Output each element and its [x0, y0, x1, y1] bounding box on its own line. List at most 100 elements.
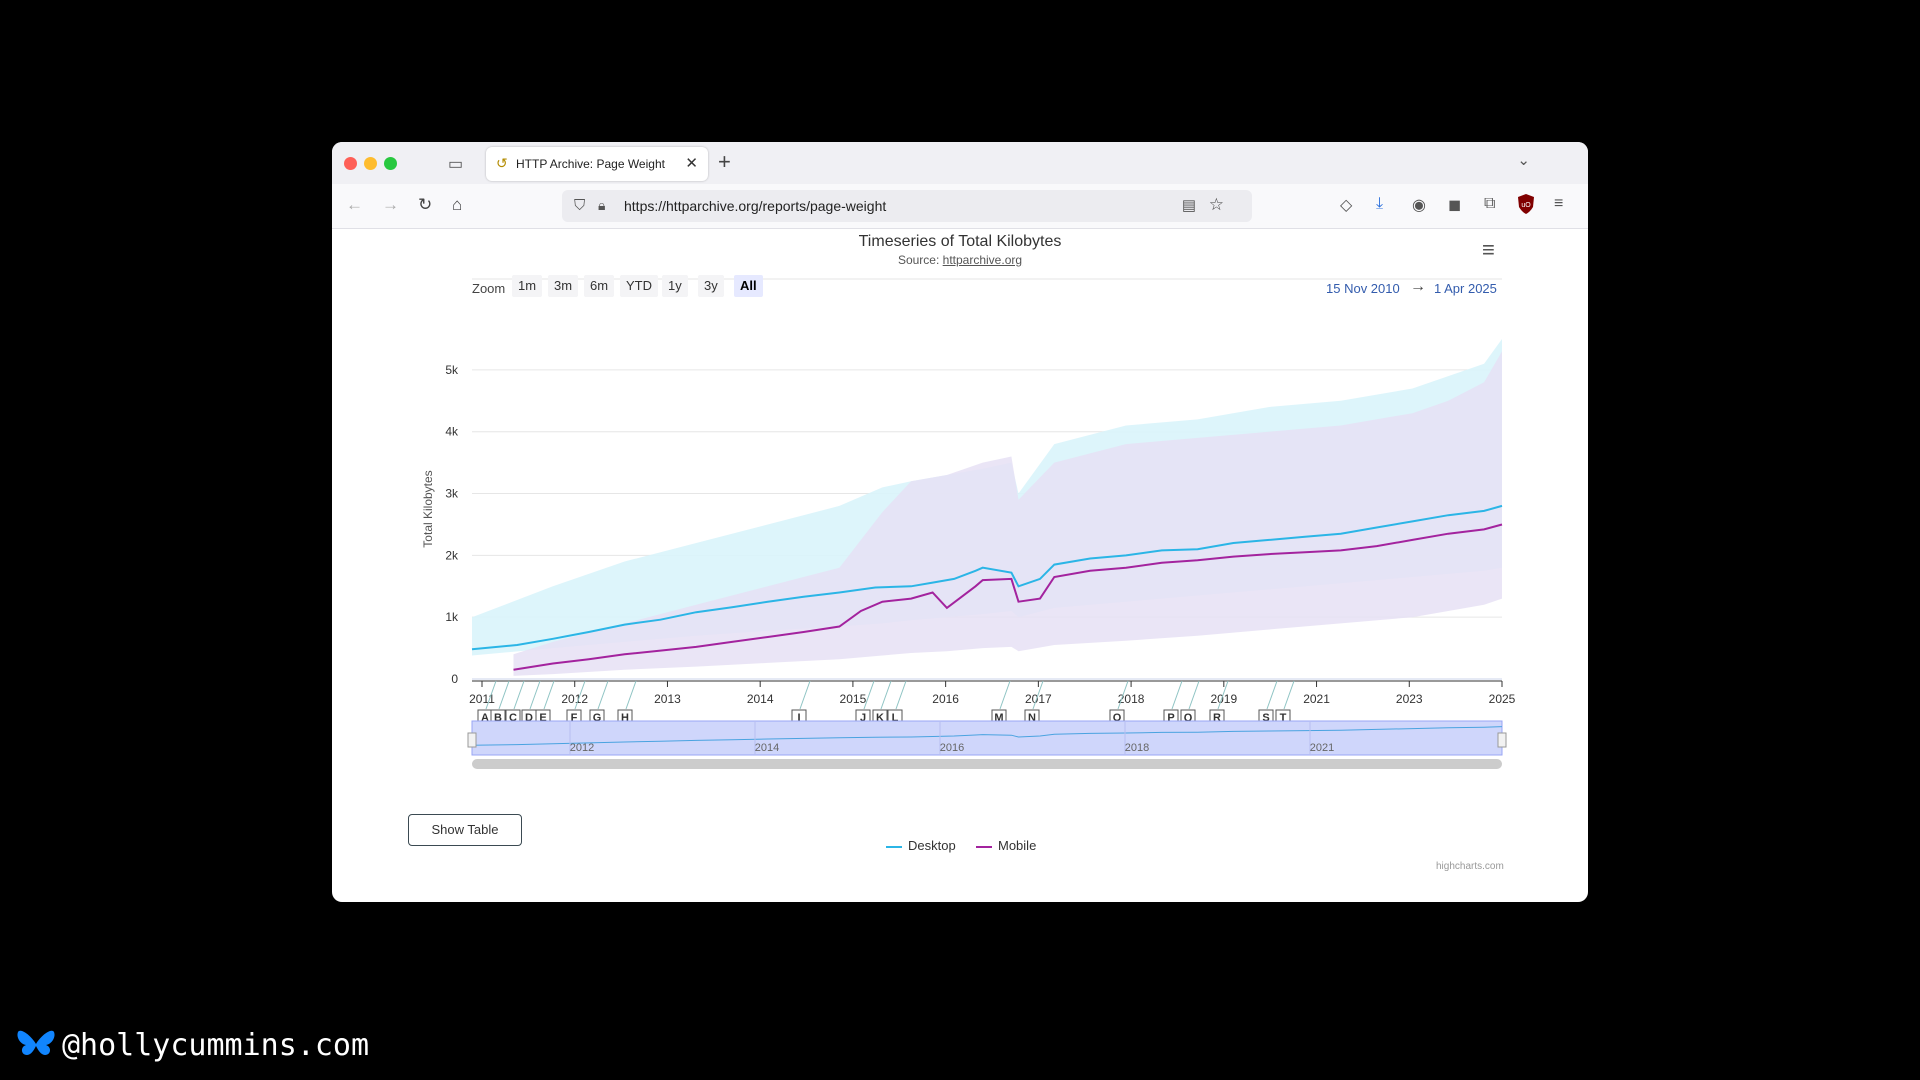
zoom-1m-button[interactable]: 1m	[512, 275, 543, 297]
annotation-stem	[895, 680, 907, 710]
series-line-mobile	[513, 523, 1503, 671]
tab-bar: ▭ ↺ HTTP Archive: Page Weight ✕ + ⌄	[332, 142, 1588, 184]
y-axis-title: Total Kilobytes	[421, 470, 435, 547]
legend-line-mobile	[976, 845, 992, 848]
chart-menu-icon[interactable]: ≡	[1482, 237, 1495, 262]
annotation-stem	[574, 680, 586, 710]
new-tab-button[interactable]: +	[718, 149, 731, 174]
close-window-button[interactable]	[344, 157, 357, 170]
ublock-icon[interactable]: uO	[1516, 193, 1536, 220]
legend-item-mobile[interactable]: Mobile	[976, 838, 1036, 853]
x-tick-label: 2016	[932, 692, 959, 706]
series-line-desktop	[471, 504, 1503, 651]
extension-square-icon[interactable]: ◼	[1448, 197, 1462, 214]
annotation-label: Q	[1184, 712, 1193, 724]
x-tick-label: 2014	[747, 692, 774, 706]
credits-link[interactable]: highcharts.com	[1436, 861, 1504, 872]
annotation-label: A	[481, 712, 489, 724]
x-tick-label: 2021	[1303, 692, 1330, 706]
navigator-tick-label: 2018	[1125, 742, 1149, 754]
annotation-stem	[1032, 680, 1044, 710]
url-text[interactable]: https://httparchive.org/reports/page-wei…	[624, 198, 887, 214]
shield-icon[interactable]: ⛉	[574, 197, 586, 214]
annotation-label: O	[1113, 712, 1122, 724]
legend-label-desktop: Desktop	[908, 838, 956, 853]
source-prefix: Source:	[897, 253, 943, 267]
annotation-stem	[498, 680, 510, 710]
range-to-input[interactable]: 1 Apr 2025	[1434, 281, 1497, 296]
tab-overview-icon[interactable]: ▭	[448, 156, 464, 173]
y-tick-label: 0	[451, 672, 458, 686]
annotation-label: S	[1262, 712, 1269, 724]
browser-window: ▭ ↺ HTTP Archive: Page Weight ✕ + ⌄ ← → …	[332, 142, 1588, 902]
annotation-stem	[863, 680, 875, 710]
forward-icon[interactable]: →	[382, 195, 399, 214]
annotation-label: D	[525, 712, 533, 724]
pocket-icon[interactable]: ◇	[1340, 197, 1353, 214]
download-icon[interactable]: ⤓	[1376, 195, 1384, 212]
annotation-stem	[1117, 680, 1129, 710]
x-tick-label: 2025	[1489, 692, 1516, 706]
annotation-stem	[1266, 680, 1278, 710]
annotation-stem	[999, 680, 1011, 710]
minimize-window-button[interactable]	[364, 157, 377, 170]
annotation-label: N	[1028, 712, 1036, 724]
x-tick-label: 2015	[840, 692, 867, 706]
y-tick-label: 2k	[445, 548, 459, 562]
x-tick-label: 2018	[1118, 692, 1145, 706]
range-from-input[interactable]: 15 Nov 2010	[1326, 281, 1400, 296]
legend-label-mobile: Mobile	[998, 838, 1037, 853]
window-controls	[344, 157, 404, 175]
ublock-badge: uO	[1521, 202, 1531, 209]
annotation-stem	[485, 680, 497, 710]
zoom-all-button[interactable]: All	[734, 275, 763, 297]
tab-close-icon[interactable]: ✕	[685, 155, 698, 172]
annotation-label: I	[797, 712, 800, 724]
tab-active[interactable]: ↺ HTTP Archive: Page Weight ✕	[486, 147, 708, 181]
annotation-label: L	[892, 712, 899, 724]
legend-item-desktop[interactable]: Desktop	[886, 838, 956, 853]
zoom-ytd-button[interactable]: YTD	[620, 275, 658, 297]
range-arrow: →	[1410, 278, 1426, 295]
zoom-1y-button[interactable]: 1y	[662, 275, 688, 297]
annotation-stem	[1217, 680, 1229, 710]
extensions-puzzle-icon[interactable]: ⧉	[1484, 195, 1496, 212]
reader-view-icon[interactable]: ▤	[1181, 197, 1196, 214]
annotation-stem	[543, 680, 555, 710]
navigator-right-handle	[1497, 732, 1507, 748]
menu-icon[interactable]: ≡	[1554, 195, 1564, 212]
lock-icon[interactable]: 🔒︎	[598, 197, 606, 213]
address-bar[interactable]: ⛉ 🔒︎ https://httparchive.org/reports/pag…	[562, 190, 1252, 222]
annotation-label: C	[509, 712, 517, 724]
maximize-window-button[interactable]	[384, 157, 397, 170]
show-table-button[interactable]: Show Table	[408, 814, 522, 846]
zoom-3y-button[interactable]: 3y	[698, 275, 724, 297]
chevron-down-icon[interactable]: ⌄	[1517, 152, 1530, 169]
chart-title: Timeseries of Total Kilobytes	[858, 233, 1062, 250]
annotation-label: T	[1280, 712, 1287, 724]
source-link[interactable]: httparchive.org	[942, 253, 1023, 267]
zoom-3m-button[interactable]: 3m	[548, 275, 579, 297]
bookmark-star-icon[interactable]: ☆	[1208, 195, 1224, 214]
navigator-tick-label: 2012	[570, 742, 594, 754]
annotation-stem	[1171, 680, 1183, 710]
y-tick-label: 1k	[445, 610, 459, 624]
annotation-stem	[513, 680, 525, 710]
annotation-label: B	[494, 712, 502, 724]
annotation-stem	[799, 680, 811, 710]
y-tick-label: 5k	[445, 363, 459, 377]
account-icon[interactable]: ◉	[1412, 197, 1426, 214]
annotation-stem	[880, 680, 892, 710]
butterfly-icon	[17, 1030, 55, 1055]
home-icon[interactable]: ⌂	[452, 195, 463, 214]
annotation-stem	[597, 680, 609, 710]
tab-title: HTTP Archive: Page Weight	[516, 157, 665, 171]
back-icon[interactable]: ←	[346, 195, 363, 214]
zoom-6m-button[interactable]: 6m	[584, 275, 615, 297]
annotation-label: P	[1167, 712, 1174, 724]
navigator-tick-label: 2016	[940, 742, 964, 754]
reload-icon[interactable]: ↻	[418, 195, 433, 214]
x-tick-label: 2013	[654, 692, 681, 706]
page-content: 0 1k 2k 3k 4k 5k Total Kilobytes 2011 2012 2013 20…	[332, 229, 1588, 902]
